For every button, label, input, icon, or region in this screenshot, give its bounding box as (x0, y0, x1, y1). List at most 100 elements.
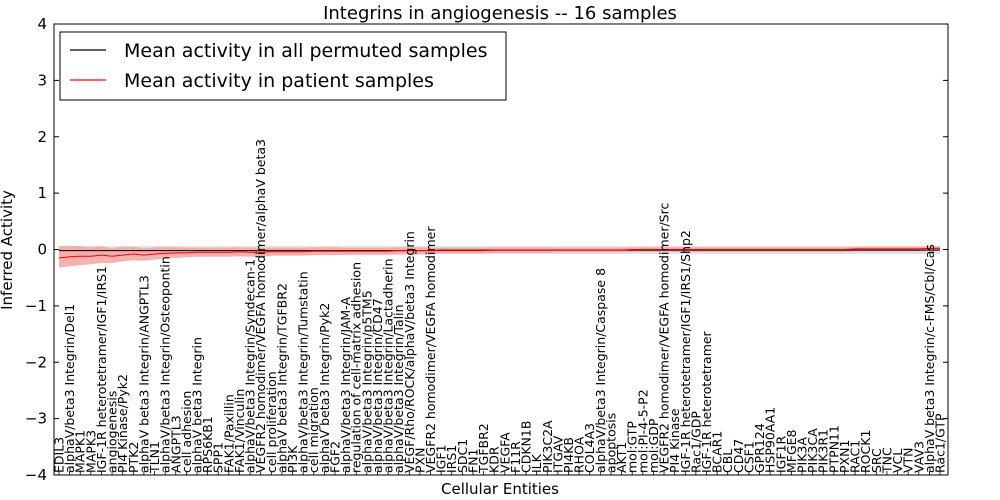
x-tick-label: RHOA (572, 436, 587, 473)
series-lines (58, 247, 940, 259)
x-tick-label: PI4 Kinase (667, 408, 682, 473)
y-tick-label: 0 (37, 241, 47, 259)
x-tick-label: alphaV beta3 Integrin/c-FMS/Cbl/Cas (922, 244, 937, 473)
x-tick-label: VEGFR2 homodimer/VEGFA homodimer/Src (657, 203, 672, 473)
x-tick-label: RAC1 (848, 440, 863, 473)
x-tick-label: Rac1/GDP (688, 411, 703, 473)
x-tick-label: PI4KB (561, 437, 576, 473)
x-tick-label: SRC (869, 448, 884, 473)
x-tick-label: CDKN1B (519, 421, 534, 473)
x-tick-label: PI4 Kinase/Pyk2 (115, 374, 130, 473)
confidence-bands (59, 245, 940, 268)
y-tick-label: 4 (37, 15, 47, 33)
x-tick-label: CD47 (731, 439, 746, 473)
y-tick-label: −2 (25, 353, 47, 371)
x-tick-label: alphaV/beta3 Integrin/p5TM5 (359, 290, 374, 473)
x-tick-label: ANGPTL3 (168, 415, 183, 473)
plot-frame (53, 23, 949, 476)
x-tick-label: PI3K (285, 445, 300, 473)
x-tick-label: alphaV/beta3 Integrin/Caspase 8 (593, 268, 608, 473)
x-tick-label: mol:PI-4-5-P2 (635, 389, 650, 473)
x-tick-label: PIK3A (795, 437, 810, 473)
y-tick-label: −4 (25, 466, 47, 484)
x-tick-label: mol:GDP (646, 418, 661, 473)
x-tick-label: apoptosis (604, 413, 619, 473)
x-tick-label: PIK3R1 (816, 429, 831, 473)
x-tick-label: RPS6KB1 (200, 416, 215, 473)
x-tick-label: ROCK1 (858, 430, 873, 473)
x-tick-label: BCAR1 (710, 431, 725, 473)
y-tick-label: −1 (25, 297, 47, 315)
x-tick-label: VEGF/Rho/ROCK/alphaV/beta3 Integrin (402, 231, 417, 473)
x-tick-label: Rac1/GTP (933, 413, 948, 473)
x-tick-label: IGF1R (773, 435, 788, 473)
legend-label-patient: Mean activity in patient samples (124, 70, 434, 92)
x-tick-label: cell adhesion (179, 391, 194, 473)
y-tick-label: −3 (25, 410, 47, 428)
x-tick-label: alphaV/beta3 Integrin/Lactadherin (381, 258, 396, 473)
chart-title: Integrins in angiogenesis -- 16 samples (323, 3, 677, 24)
x-tick-label: PXN (412, 448, 427, 473)
x-tick-label: HSP90AA1 (763, 407, 778, 473)
legend-label-permuted: Mean activity in all permuted samples (124, 40, 487, 62)
x-tick-label: IGF-1R heterotetramer/IGF1/IRS1/Shp2 (678, 230, 693, 473)
x-tick-label: CSF1 (741, 441, 756, 473)
x-tick-label: TNC (879, 447, 894, 474)
x-tick-label: ILK (529, 453, 544, 473)
x-tick-label: VTN (901, 447, 916, 473)
band-patient (59, 245, 940, 268)
x-tick-label: cell migration (306, 387, 321, 473)
x-tick-label: MFGE8 (784, 429, 799, 473)
x-tick-label: EDIL3 (52, 437, 67, 473)
y-tick-label: 1 (37, 184, 47, 202)
x-tick-label: COL4A3 (582, 423, 597, 473)
y-axis-label: Inferred Activity (0, 190, 16, 310)
x-tick-label: VEGFR2 homodimer/VEGFA homodimer (423, 226, 438, 473)
x-tick-label: alphaV beta3 Integrin (190, 337, 205, 473)
legend: Mean activity in all permuted samples Me… (59, 31, 507, 101)
line-patient (58, 247, 940, 259)
x-tick-label: PTPN11 (826, 425, 841, 473)
x-tick-label: alphaV/beta3 Integrin/CD47 (370, 298, 385, 473)
x-tick-label: alphaV/beta3 Integrin/Del1 (62, 304, 77, 473)
x-tick-label: IGF-1R heterotetramer (699, 330, 714, 473)
x-tick-label: FAK1/Paxillin (221, 394, 236, 473)
x-tick-label: alphaV beta3 Integrin/Pyk2 (317, 303, 332, 473)
x-tick-label: IGF1 (434, 444, 449, 473)
x-tick-label: FGF2 (328, 441, 343, 473)
x-tick-label: alphaV/beta3 Integrin/Syndecan-1 (243, 259, 258, 473)
x-tick-label: alphaV/beta3 Integrin/Tumstatin (296, 271, 311, 473)
x-tick-label: PTK2 (126, 442, 141, 473)
x-tick-label: GPR124 (752, 423, 767, 473)
x-tick-label: FAK1/Vinculin (232, 389, 247, 473)
x-tick-label: cell proliferation (264, 371, 279, 473)
x-tick-label: SPP1 (211, 442, 226, 473)
x-tick-label: IRS1 (444, 445, 459, 473)
x-tick-label: MAPK1 (73, 430, 88, 473)
x-tick-label: IGF-1R heterotetramer/IGF1/IRS1 (94, 266, 109, 473)
x-tick-label: PIK3C2A (540, 420, 555, 473)
x-tick-label: angiogenesis (105, 391, 120, 473)
x-axis-label: Cellular Entities (441, 480, 559, 498)
x-tick-label: PXN1 (837, 440, 852, 473)
x-tick-label: regulation of cell-matrix adhesion (349, 262, 364, 473)
x-tick-label: FN1 (466, 449, 481, 474)
x-tick-label: F11R (508, 441, 523, 473)
x-tick-label: VCL (890, 449, 905, 473)
x-tick-label: AKT1 (614, 442, 629, 473)
x-tick-label: VEGFA (497, 432, 512, 473)
legend-box (59, 31, 507, 101)
y-tick-label: 3 (37, 71, 47, 89)
x-tick-label: alphaV beta3 Integrin/ANGPTL3 (136, 275, 151, 473)
x-tick-label: alphaV beta3 Integrin/TGFBR2 (274, 283, 289, 473)
x-tick-label: mol:GTP (625, 421, 640, 473)
x-tick-label: TGFBR2 (476, 423, 491, 474)
x-tick-label: VAV3 (911, 441, 926, 473)
x-tick-label: CBL (720, 449, 735, 473)
x-tick-label: VEGFR2 homodimer/VEGFA homodimer/alphaV … (253, 139, 268, 473)
x-tick-label: SDC1 (455, 439, 470, 473)
y-tick-label: 2 (37, 128, 47, 146)
x-tick-label: alphaV/beta3 Integrin/Talin (391, 305, 406, 474)
